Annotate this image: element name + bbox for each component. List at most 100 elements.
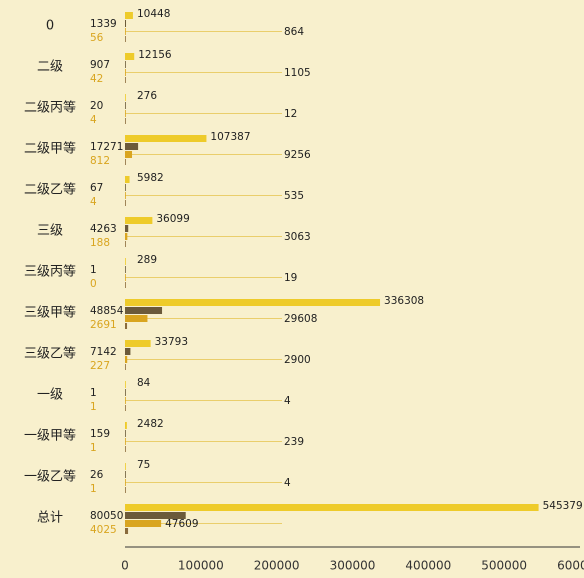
bar: [125, 520, 162, 527]
data-label: 812: [90, 155, 110, 167]
data-label: 1: [90, 401, 97, 413]
bar: [125, 438, 126, 445]
category-label: 二级丙等: [24, 100, 76, 116]
data-label: 75: [137, 459, 150, 471]
bar: [125, 159, 126, 165]
bar: [125, 479, 126, 486]
data-label: 336308: [384, 295, 424, 307]
x-tick-label: 300000: [330, 559, 376, 573]
data-label: 12156: [138, 49, 172, 61]
bar: [125, 61, 126, 68]
data-label: 1: [90, 264, 97, 276]
bar: [125, 528, 129, 534]
data-label: 48854: [90, 305, 124, 317]
bar: [125, 184, 126, 191]
bar: [125, 192, 126, 199]
bar: [125, 307, 163, 314]
category-label: 二级: [37, 60, 63, 75]
bar: [125, 389, 126, 396]
bar: [125, 446, 126, 452]
data-label: 1: [90, 483, 97, 495]
category-label: 三级甲等: [24, 305, 76, 321]
x-tick-label: 600000: [557, 559, 584, 573]
data-label: 29608: [284, 313, 317, 325]
bar: [125, 258, 126, 265]
bar: [125, 241, 126, 247]
data-label: 67: [90, 182, 103, 194]
bar: [125, 200, 126, 206]
category-label: 一级乙等: [24, 469, 76, 485]
category-label: 一级: [37, 388, 63, 403]
category-label: 三级丙等: [24, 264, 76, 280]
data-label: 2691: [90, 319, 117, 331]
bar: [125, 315, 148, 322]
data-label: 7142: [90, 346, 117, 358]
data-label: 159: [90, 428, 110, 440]
bar: [125, 135, 207, 142]
bar: [125, 512, 186, 519]
data-label: 864: [284, 26, 304, 38]
data-label: 33793: [155, 336, 188, 348]
data-label: 1339: [90, 18, 117, 30]
x-tick-label: 0: [121, 559, 129, 573]
bar: [125, 504, 539, 511]
data-label: 80050: [90, 510, 123, 522]
bar: [125, 381, 126, 388]
bar: [125, 102, 126, 109]
data-label: 2900: [284, 354, 311, 366]
bar: [125, 143, 139, 150]
data-label: 545379: [543, 500, 583, 512]
data-label: 0: [90, 278, 97, 290]
bar: [125, 323, 128, 329]
bar: [125, 397, 126, 404]
data-label: 107387: [210, 131, 250, 143]
bar: [125, 94, 126, 101]
bar: [125, 364, 126, 370]
bar: [125, 471, 126, 478]
bar: [125, 405, 126, 411]
bar: [125, 356, 128, 363]
bar: [125, 36, 126, 42]
data-label: 5982: [137, 172, 164, 184]
data-label: 42: [90, 73, 103, 85]
data-label: 26: [90, 469, 104, 481]
bar: [125, 348, 131, 355]
data-label: 4: [90, 114, 97, 126]
bar: [125, 282, 126, 288]
x-tick-label: 100000: [178, 559, 224, 573]
bar: [125, 176, 130, 183]
data-label: 1105: [284, 67, 311, 79]
bar: [125, 118, 126, 124]
data-label: 535: [284, 190, 304, 202]
bar: [125, 422, 127, 429]
bar: [125, 217, 153, 224]
data-label: 4025: [90, 524, 117, 536]
bar: [125, 430, 126, 437]
x-tick-label: 500000: [481, 559, 527, 573]
category-label: 二级甲等: [24, 141, 76, 157]
bar: [125, 463, 126, 470]
category-label: 一级甲等: [24, 428, 76, 444]
data-label: 19: [284, 272, 297, 284]
bar: [125, 12, 133, 19]
category-label: 0: [46, 19, 54, 34]
bar: [125, 299, 381, 306]
data-label: 10448: [137, 8, 170, 20]
bar: [125, 274, 126, 281]
data-label: 907: [90, 59, 110, 71]
category-label: 二级乙等: [24, 182, 76, 198]
data-label: 4: [284, 477, 291, 489]
bar: [125, 487, 126, 493]
bar: [125, 233, 128, 240]
data-label: 36099: [156, 213, 189, 225]
data-label: 239: [284, 436, 304, 448]
data-label: 227: [90, 360, 110, 372]
data-label: 20: [90, 100, 103, 112]
bar: [125, 28, 126, 35]
bar: [125, 69, 126, 76]
data-label: 188: [90, 237, 110, 249]
data-label: 84: [137, 377, 151, 389]
category-label: 总计: [37, 511, 63, 526]
